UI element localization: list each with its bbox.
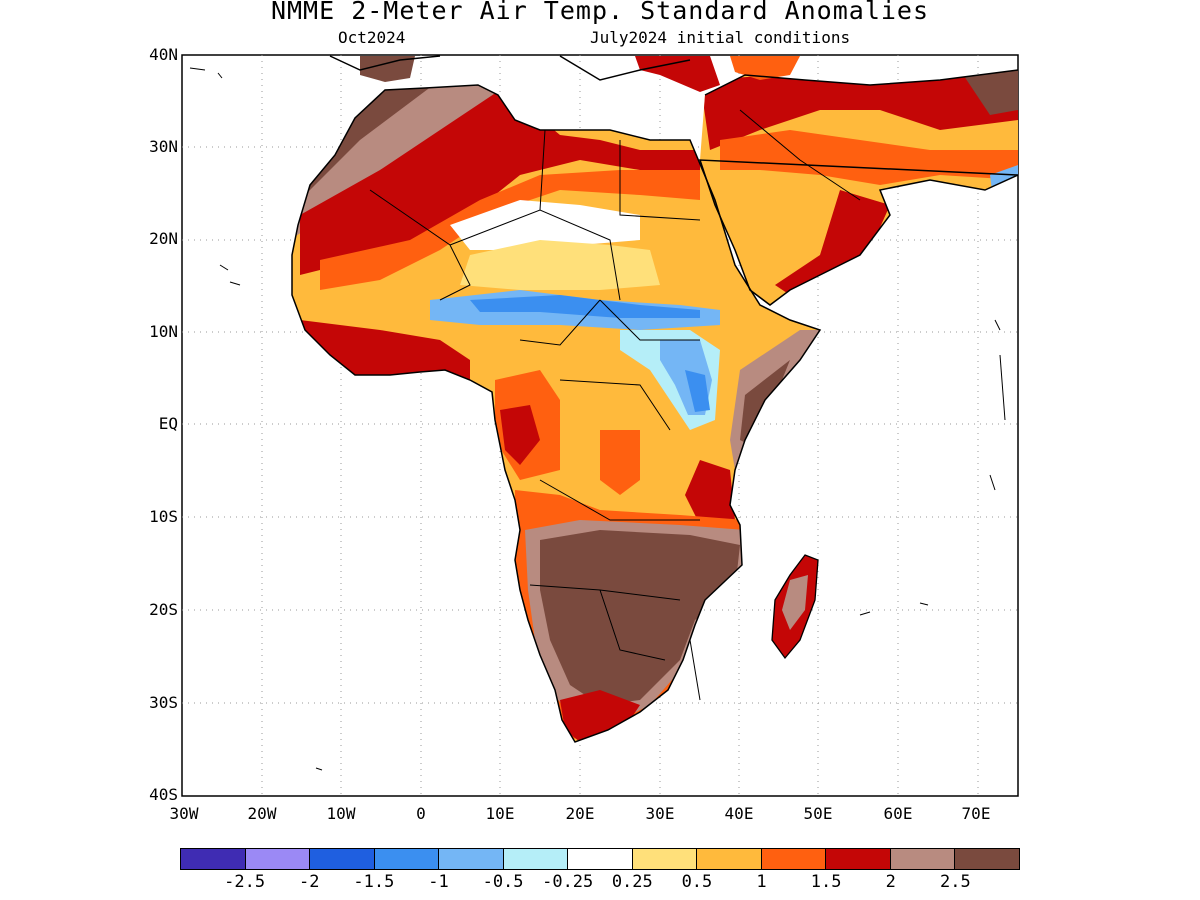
- target-month-label: Oct2024: [338, 28, 406, 47]
- lon-label-10w: 10W: [326, 804, 356, 823]
- lat-label-10n: 10N: [149, 322, 178, 341]
- legend-swatch: [568, 849, 633, 869]
- lon-label-0: 0: [416, 804, 426, 823]
- lat-label-20n: 20N: [149, 229, 178, 248]
- legend-swatch: [503, 849, 569, 869]
- lat-label-20s: 20S: [149, 600, 178, 619]
- lat-label-40n: 40N: [149, 45, 178, 64]
- lat-label-eq: EQ: [158, 414, 178, 433]
- legend-swatch: [632, 849, 698, 869]
- lon-label-60e: 60E: [883, 804, 913, 823]
- legend-swatch: [697, 849, 762, 869]
- legend-label: 0.25: [611, 872, 653, 892]
- legend-swatch: [761, 849, 827, 869]
- color-legend: [180, 848, 1020, 870]
- lon-label-30e: 30E: [645, 804, 675, 823]
- lat-label-30s: 30S: [149, 693, 178, 712]
- initial-conditions-label: July2024 initial conditions: [590, 28, 851, 47]
- lon-label-20w: 20W: [247, 804, 277, 823]
- legend-swatch: [374, 849, 440, 869]
- lat-label-40s: 40S: [149, 785, 178, 804]
- legend-swatch: [245, 849, 311, 869]
- lon-label-40e: 40E: [724, 804, 754, 823]
- legend-label: -0.5: [482, 872, 524, 892]
- legend-label: 2: [885, 872, 896, 892]
- legend-swatch: [890, 849, 956, 869]
- madagascar: [771, 554, 819, 660]
- legend-label: 2.5: [940, 872, 971, 892]
- legend-label: 1.5: [810, 872, 842, 892]
- lat-label-10s: 10S: [149, 507, 178, 526]
- legend-swatch: [310, 849, 375, 869]
- legend-label: 1: [756, 872, 767, 892]
- legend-swatch: [955, 849, 1019, 869]
- legend-label: -0.25: [542, 872, 594, 892]
- legend-label: -1.5: [353, 872, 395, 892]
- islands: [189, 67, 1006, 771]
- europe-fragment: [360, 56, 800, 92]
- lon-label-10e: 10E: [485, 804, 515, 823]
- legend-label: -2: [298, 872, 320, 892]
- legend-swatch: [826, 849, 891, 869]
- lon-label-70e: 70E: [961, 804, 991, 823]
- coastlines: [291, 55, 1019, 743]
- map-title: NMME 2-Meter Air Temp. Standard Anomalie…: [270, 0, 930, 25]
- lon-label-30w: 30W: [169, 804, 199, 823]
- legend-swatch: [439, 849, 504, 869]
- legend-swatch: [181, 849, 246, 869]
- legend-label: -1: [428, 872, 449, 892]
- lon-label-50e: 50E: [803, 804, 833, 823]
- legend-label: 0.5: [681, 872, 713, 892]
- lat-label-30n: 30N: [149, 137, 178, 156]
- country-borders: [369, 109, 861, 701]
- legend-label: -2.5: [224, 872, 266, 892]
- lon-label-20e: 20E: [565, 804, 595, 823]
